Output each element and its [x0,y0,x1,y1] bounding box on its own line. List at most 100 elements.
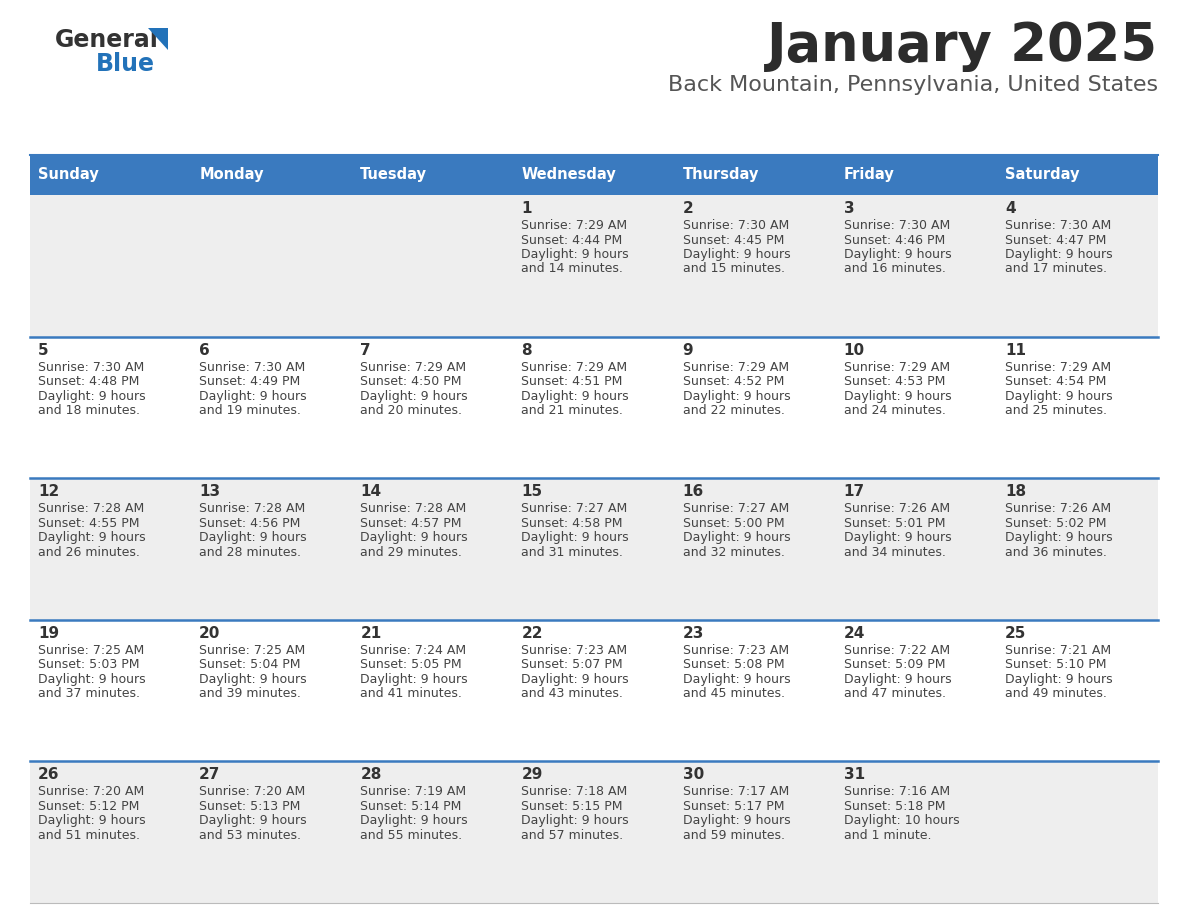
Text: and 21 minutes.: and 21 minutes. [522,404,624,417]
Text: Sunrise: 7:28 AM: Sunrise: 7:28 AM [360,502,467,515]
Bar [835,761,997,903]
Bar [835,155,997,195]
Text: Daylight: 9 hours: Daylight: 9 hours [360,389,468,403]
Text: Sunrise: 7:29 AM: Sunrise: 7:29 AM [360,361,467,374]
Bar [191,195,353,337]
Text: 29: 29 [522,767,543,782]
Text: Sunrise: 7:25 AM: Sunrise: 7:25 AM [200,644,305,656]
Text: and 24 minutes.: and 24 minutes. [843,404,946,417]
Text: 23: 23 [683,626,704,641]
Text: 28: 28 [360,767,381,782]
Text: and 26 minutes.: and 26 minutes. [38,545,140,559]
Text: Sunset: 4:58 PM: Sunset: 4:58 PM [522,517,623,530]
Text: Sunset: 4:50 PM: Sunset: 4:50 PM [360,375,462,388]
Text: Daylight: 9 hours: Daylight: 9 hours [360,673,468,686]
Bar [353,337,513,478]
Text: Daylight: 9 hours: Daylight: 9 hours [1005,673,1112,686]
Text: 11: 11 [1005,342,1026,358]
Text: 13: 13 [200,484,220,499]
Bar [30,620,191,761]
Text: Back Mountain, Pennsylvania, United States: Back Mountain, Pennsylvania, United Stat… [668,75,1158,95]
Text: Sunset: 5:18 PM: Sunset: 5:18 PM [843,800,946,813]
Text: Sunset: 5:13 PM: Sunset: 5:13 PM [200,800,301,813]
Text: 24: 24 [843,626,865,641]
Text: Daylight: 9 hours: Daylight: 9 hours [360,814,468,827]
Bar [353,478,513,620]
Text: 9: 9 [683,342,693,358]
Text: Daylight: 9 hours: Daylight: 9 hours [522,814,630,827]
Text: Sunset: 4:55 PM: Sunset: 4:55 PM [38,517,139,530]
Text: Sunset: 4:46 PM: Sunset: 4:46 PM [843,233,944,247]
Bar [191,155,353,195]
Text: Sunset: 4:56 PM: Sunset: 4:56 PM [200,517,301,530]
Text: Daylight: 9 hours: Daylight: 9 hours [1005,532,1112,544]
Text: Monday: Monday [200,167,264,183]
Bar [997,761,1158,903]
Text: 19: 19 [38,626,59,641]
Bar [675,155,835,195]
Text: and 28 minutes.: and 28 minutes. [200,545,301,559]
Text: Sunrise: 7:22 AM: Sunrise: 7:22 AM [843,644,950,656]
Bar [30,761,191,903]
Text: and 41 minutes.: and 41 minutes. [360,688,462,700]
Text: 4: 4 [1005,201,1016,216]
Text: Sunset: 4:53 PM: Sunset: 4:53 PM [843,375,946,388]
Text: Sunset: 5:08 PM: Sunset: 5:08 PM [683,658,784,671]
Text: Sunrise: 7:26 AM: Sunrise: 7:26 AM [1005,502,1111,515]
Text: General: General [55,28,159,52]
Text: 8: 8 [522,342,532,358]
Text: and 32 minutes.: and 32 minutes. [683,545,784,559]
Text: and 37 minutes.: and 37 minutes. [38,688,140,700]
Text: and 1 minute.: and 1 minute. [843,829,931,842]
Bar [675,761,835,903]
Text: and 18 minutes.: and 18 minutes. [38,404,140,417]
Bar [675,195,835,337]
Text: 2: 2 [683,201,694,216]
Text: Sunset: 5:10 PM: Sunset: 5:10 PM [1005,658,1106,671]
Text: Daylight: 9 hours: Daylight: 9 hours [200,389,307,403]
Text: Sunset: 5:00 PM: Sunset: 5:00 PM [683,517,784,530]
Text: Sunrise: 7:23 AM: Sunrise: 7:23 AM [683,644,789,656]
Text: Daylight: 10 hours: Daylight: 10 hours [843,814,960,827]
Bar [513,478,675,620]
Bar [191,478,353,620]
Text: Daylight: 9 hours: Daylight: 9 hours [38,673,146,686]
Text: and 53 minutes.: and 53 minutes. [200,829,301,842]
Text: 14: 14 [360,484,381,499]
Text: Sunset: 5:04 PM: Sunset: 5:04 PM [200,658,301,671]
Text: Sunrise: 7:19 AM: Sunrise: 7:19 AM [360,786,467,799]
Text: and 31 minutes.: and 31 minutes. [522,545,624,559]
Bar [997,337,1158,478]
Text: Sunset: 4:45 PM: Sunset: 4:45 PM [683,233,784,247]
Text: Sunrise: 7:29 AM: Sunrise: 7:29 AM [522,219,627,232]
Text: Sunrise: 7:30 AM: Sunrise: 7:30 AM [38,361,144,374]
Text: Daylight: 9 hours: Daylight: 9 hours [683,389,790,403]
Text: Sunset: 4:52 PM: Sunset: 4:52 PM [683,375,784,388]
Text: Daylight: 9 hours: Daylight: 9 hours [683,673,790,686]
Text: Daylight: 9 hours: Daylight: 9 hours [1005,248,1112,261]
Text: Sunset: 4:57 PM: Sunset: 4:57 PM [360,517,462,530]
Text: Daylight: 9 hours: Daylight: 9 hours [843,532,952,544]
Text: and 29 minutes.: and 29 minutes. [360,545,462,559]
Bar [997,620,1158,761]
Text: 12: 12 [38,484,59,499]
Text: 31: 31 [843,767,865,782]
Bar [191,620,353,761]
Text: 20: 20 [200,626,221,641]
Text: and 36 minutes.: and 36 minutes. [1005,545,1107,559]
Text: 6: 6 [200,342,210,358]
Text: Sunset: 5:01 PM: Sunset: 5:01 PM [843,517,946,530]
Bar [353,155,513,195]
Text: Sunset: 5:03 PM: Sunset: 5:03 PM [38,658,139,671]
Text: Wednesday: Wednesday [522,167,617,183]
Text: Sunrise: 7:25 AM: Sunrise: 7:25 AM [38,644,144,656]
Text: Daylight: 9 hours: Daylight: 9 hours [200,814,307,827]
Text: 7: 7 [360,342,371,358]
Text: Sunset: 5:17 PM: Sunset: 5:17 PM [683,800,784,813]
Text: Sunrise: 7:30 AM: Sunrise: 7:30 AM [1005,219,1111,232]
Bar [30,155,191,195]
Text: 1: 1 [522,201,532,216]
Bar [191,337,353,478]
Bar [997,195,1158,337]
Text: Daylight: 9 hours: Daylight: 9 hours [683,532,790,544]
